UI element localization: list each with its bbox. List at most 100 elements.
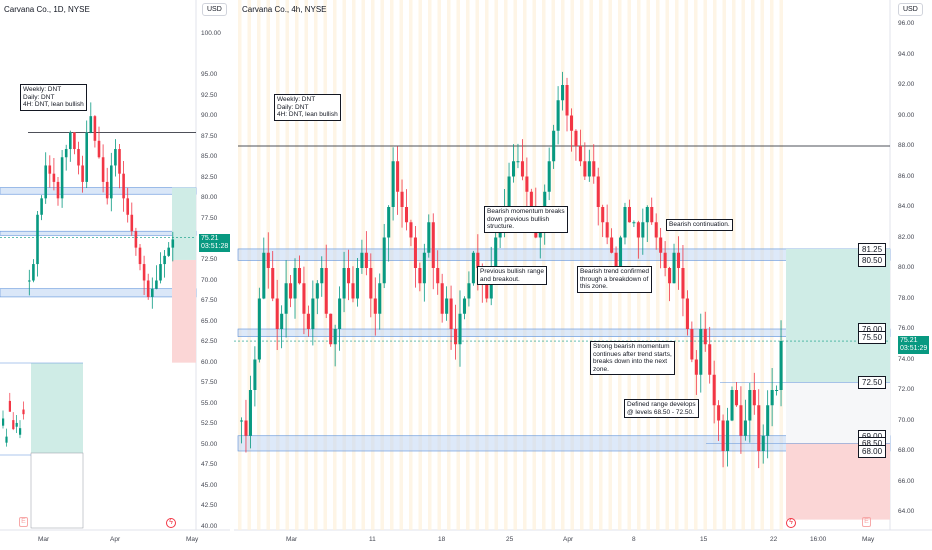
h4-note-previous-range[interactable]: Previous bullish range and breakout. xyxy=(477,266,547,285)
h4-candle xyxy=(552,130,556,162)
daily-candle xyxy=(56,181,60,199)
h4-session-stripe xyxy=(637,0,641,530)
h4-candle xyxy=(520,161,524,177)
h4-candle xyxy=(730,390,734,421)
daily-price-tick: 67.50 xyxy=(201,297,218,305)
h4-candle xyxy=(583,161,587,177)
h4-candle xyxy=(440,283,444,314)
h4-note-defined-range[interactable]: Defined range develops @ levels 68.50 - … xyxy=(624,399,699,418)
h4-price-tick: 88.00 xyxy=(898,142,915,149)
daily-price-tick: 70.00 xyxy=(201,276,218,284)
h4-session-stripe xyxy=(627,0,631,530)
h4-session-stripe xyxy=(276,0,280,530)
h4-candle xyxy=(743,420,747,436)
h4-session-stripe xyxy=(333,0,337,530)
h4-note-strong-bearish[interactable]: Strong bearish momentum continues after … xyxy=(590,341,675,375)
h4-candle xyxy=(333,329,337,345)
h4-candle xyxy=(645,207,649,223)
h4-note-trend-confirmed[interactable]: Bearish trend confirmed through a breakd… xyxy=(577,266,653,293)
h4-candle xyxy=(712,374,716,406)
h4-currency-button[interactable]: USD xyxy=(898,3,923,16)
daily-price-tick: 45.00 xyxy=(201,481,218,489)
h4-time-tick: 15 xyxy=(700,536,708,543)
h4-candle xyxy=(757,405,761,451)
daily-price-tick: 65.00 xyxy=(201,317,218,325)
h4-candle xyxy=(351,283,355,299)
daily-candle xyxy=(101,157,105,182)
h4-candle xyxy=(355,268,359,299)
daily-candle xyxy=(52,173,56,182)
h4-candle xyxy=(467,283,471,299)
h4-note-bearish-momentum[interactable]: Bearish momentum breaks down previous bu… xyxy=(484,206,568,233)
h4-level-label: 68.00 xyxy=(858,445,887,458)
daily-bias-note[interactable]: Weekly: DNT Daily: DNT 4H: DNT, lean bul… xyxy=(20,84,87,111)
daily-chart-canvas[interactable] xyxy=(0,0,230,550)
h4-candle xyxy=(342,268,346,299)
daily-price-tick: 92.50 xyxy=(201,91,218,99)
h4-session-stripe xyxy=(646,0,650,530)
h4-candle xyxy=(382,237,386,284)
h4-candle xyxy=(248,390,252,436)
daily-earnings-e-icon[interactable]: E xyxy=(19,517,28,527)
h4-candle xyxy=(779,341,783,390)
daily-candle xyxy=(89,116,93,133)
daily-candle xyxy=(134,231,138,248)
h4-candle xyxy=(676,252,681,268)
h4-candle xyxy=(525,176,529,192)
h4-earnings-e-icon[interactable]: E xyxy=(862,517,871,527)
daily-lightning-icon[interactable]: ϟ xyxy=(166,518,176,528)
daily-target-box xyxy=(172,187,196,260)
h4-candle xyxy=(641,222,645,238)
h4-candle xyxy=(369,268,373,299)
h4-price-tick: 86.00 xyxy=(898,172,915,180)
h4-session-stripe xyxy=(485,0,489,530)
daily-price-tick: 57.50 xyxy=(201,379,218,387)
daily-candle xyxy=(44,165,47,199)
h4-candle xyxy=(257,298,261,360)
h4-lightning-icon[interactable]: ϟ xyxy=(786,518,796,528)
daily-lower-candle xyxy=(15,422,18,427)
h4-session-stripe xyxy=(456,0,460,530)
h4-session-stripe xyxy=(703,0,707,530)
h4-session-stripe xyxy=(608,0,612,530)
h4-session-stripe xyxy=(684,0,688,530)
h4-candle xyxy=(240,420,244,422)
h4-candle xyxy=(694,359,698,375)
h4-candle xyxy=(770,390,774,406)
h4-bias-note[interactable]: Weekly: DNT Daily: DNT 4H: DNT, lean bul… xyxy=(274,94,341,121)
h4-candle xyxy=(561,85,565,101)
h4-candle xyxy=(659,237,663,253)
h4-candle xyxy=(396,161,400,192)
daily-candle xyxy=(93,116,97,141)
daily-time-tick: May xyxy=(186,536,199,543)
daily-candle xyxy=(167,247,170,256)
h4-session-stripe xyxy=(380,0,384,530)
daily-chart-panel[interactable]: Carvana Co., 1D, NYSE USD Weekly: DNT Da… xyxy=(0,0,230,550)
daily-candle xyxy=(77,149,80,166)
daily-candle xyxy=(97,140,101,158)
daily-candle xyxy=(142,264,146,281)
h4-candle xyxy=(529,191,533,207)
h4-candle xyxy=(614,252,618,268)
daily-candle xyxy=(36,214,39,265)
h4-candle xyxy=(275,298,279,329)
daily-price-tick: 50.00 xyxy=(201,440,218,448)
h4-candle xyxy=(569,115,574,131)
h4-session-stripe xyxy=(675,0,679,530)
daily-lower-candle xyxy=(2,418,5,426)
h4-candle xyxy=(516,161,520,163)
h4-time-tick: 22 xyxy=(770,536,778,543)
daily-currency-button[interactable]: USD xyxy=(202,3,227,16)
h4-candle xyxy=(280,313,284,329)
h4-note-bearish-continuation[interactable]: Bearish continuation. xyxy=(666,219,733,231)
daily-candle xyxy=(114,149,117,166)
daily-candle xyxy=(110,165,113,199)
daily-price-tick: 40.00 xyxy=(201,523,218,530)
daily-lower-candle xyxy=(19,428,22,435)
h4-last-price: 75.21 xyxy=(900,337,918,344)
h4-candle xyxy=(324,268,328,314)
h4-time-tick: 18 xyxy=(438,536,446,543)
h4-candle xyxy=(458,313,462,345)
h4-candle xyxy=(462,298,467,314)
h4-chart-panel[interactable]: Carvana Co., 4h, NYSE USD Weekly: DNT Da… xyxy=(234,0,932,550)
